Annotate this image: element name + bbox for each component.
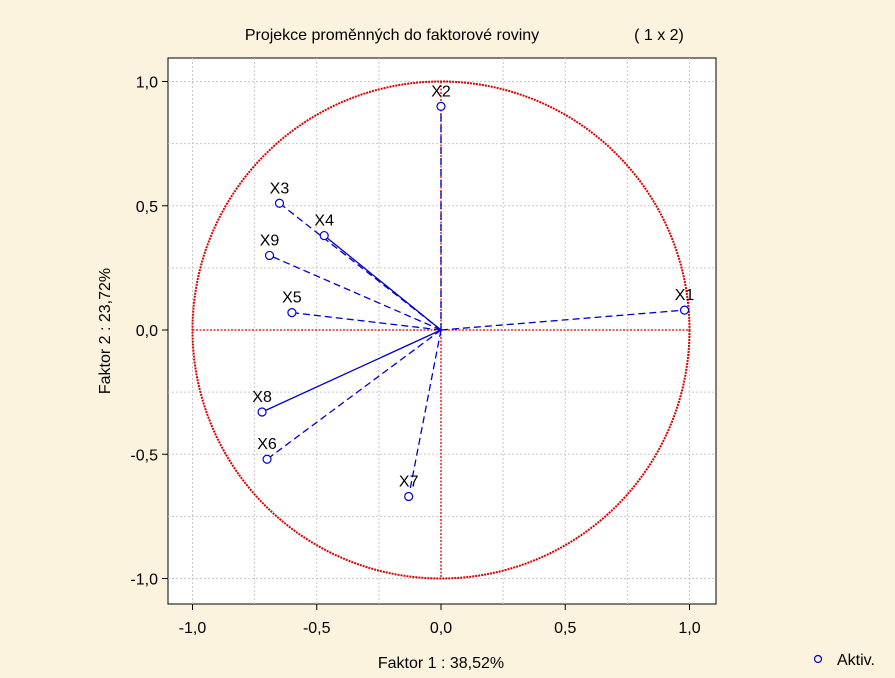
point-x8 bbox=[257, 407, 267, 417]
vector-line-x1 bbox=[440, 309, 685, 331]
grid-lines bbox=[168, 58, 716, 604]
point-label-x8: X8 bbox=[252, 389, 272, 406]
x-tick-label: -1,0 bbox=[179, 620, 207, 637]
point-x5 bbox=[287, 308, 297, 318]
data-points bbox=[257, 101, 690, 502]
vector-lines bbox=[261, 106, 685, 497]
unit-circle bbox=[191, 80, 691, 580]
point-label-x3: X3 bbox=[270, 180, 290, 197]
point-label-x9: X9 bbox=[260, 232, 280, 249]
point-label-x2: X2 bbox=[431, 83, 451, 100]
vector-line-x8 bbox=[261, 329, 442, 413]
point-label-x5: X5 bbox=[282, 290, 302, 307]
y-axis-label: Faktor 2 : 23,72% bbox=[97, 268, 114, 394]
point-x3 bbox=[274, 198, 285, 208]
x-tick-label: 1,0 bbox=[678, 620, 700, 637]
y-tick-labels: -1,0 -0,5 0,0 0,5 1,0 bbox=[130, 75, 168, 589]
y-tick-label: -1,0 bbox=[130, 572, 158, 589]
point-x1 bbox=[679, 305, 690, 315]
vector-line-x4 bbox=[323, 235, 442, 331]
point-label-x6: X6 bbox=[257, 436, 277, 453]
chart-title: Projekce proměnných do faktorové roviny bbox=[245, 27, 539, 44]
chart-subtitle: ( 1 x 2) bbox=[634, 27, 684, 44]
vector-line-x6 bbox=[266, 329, 442, 460]
y-tick-label: 0,0 bbox=[136, 323, 158, 340]
y-tick-label: 1,0 bbox=[136, 75, 158, 92]
point-x6 bbox=[262, 454, 272, 464]
unit-circle-group bbox=[191, 80, 691, 580]
x-axis-label: Faktor 1 : 38,52% bbox=[378, 655, 504, 672]
vector-line-x5 bbox=[291, 311, 442, 331]
vector-line-x7 bbox=[408, 329, 442, 497]
point-label-x1: X1 bbox=[675, 287, 695, 304]
point-x2 bbox=[436, 101, 446, 111]
x-tick-label: -0,5 bbox=[303, 620, 331, 637]
legend-label: Aktiv. bbox=[837, 652, 875, 669]
vector-line-x9 bbox=[269, 254, 442, 331]
x-tick-labels: -1,0 -0,5 0,0 0,5 1,0 bbox=[179, 604, 701, 637]
x-tick-label: 0,0 bbox=[430, 620, 452, 637]
x-tick-label: 0,5 bbox=[554, 620, 576, 637]
plot-area bbox=[167, 57, 717, 605]
point-x4 bbox=[319, 230, 329, 241]
y-tick-label: -0,5 bbox=[130, 447, 158, 464]
point-label-x4: X4 bbox=[314, 213, 334, 230]
legend-marker bbox=[813, 654, 823, 664]
point-x9 bbox=[264, 250, 275, 261]
point-labels: X1 X2 X3 X4 X9 X5 X8 X6 X7 bbox=[252, 83, 694, 490]
point-x7 bbox=[404, 491, 414, 502]
y-tick-label: 0,5 bbox=[136, 199, 158, 216]
point-label-x7: X7 bbox=[399, 473, 419, 490]
